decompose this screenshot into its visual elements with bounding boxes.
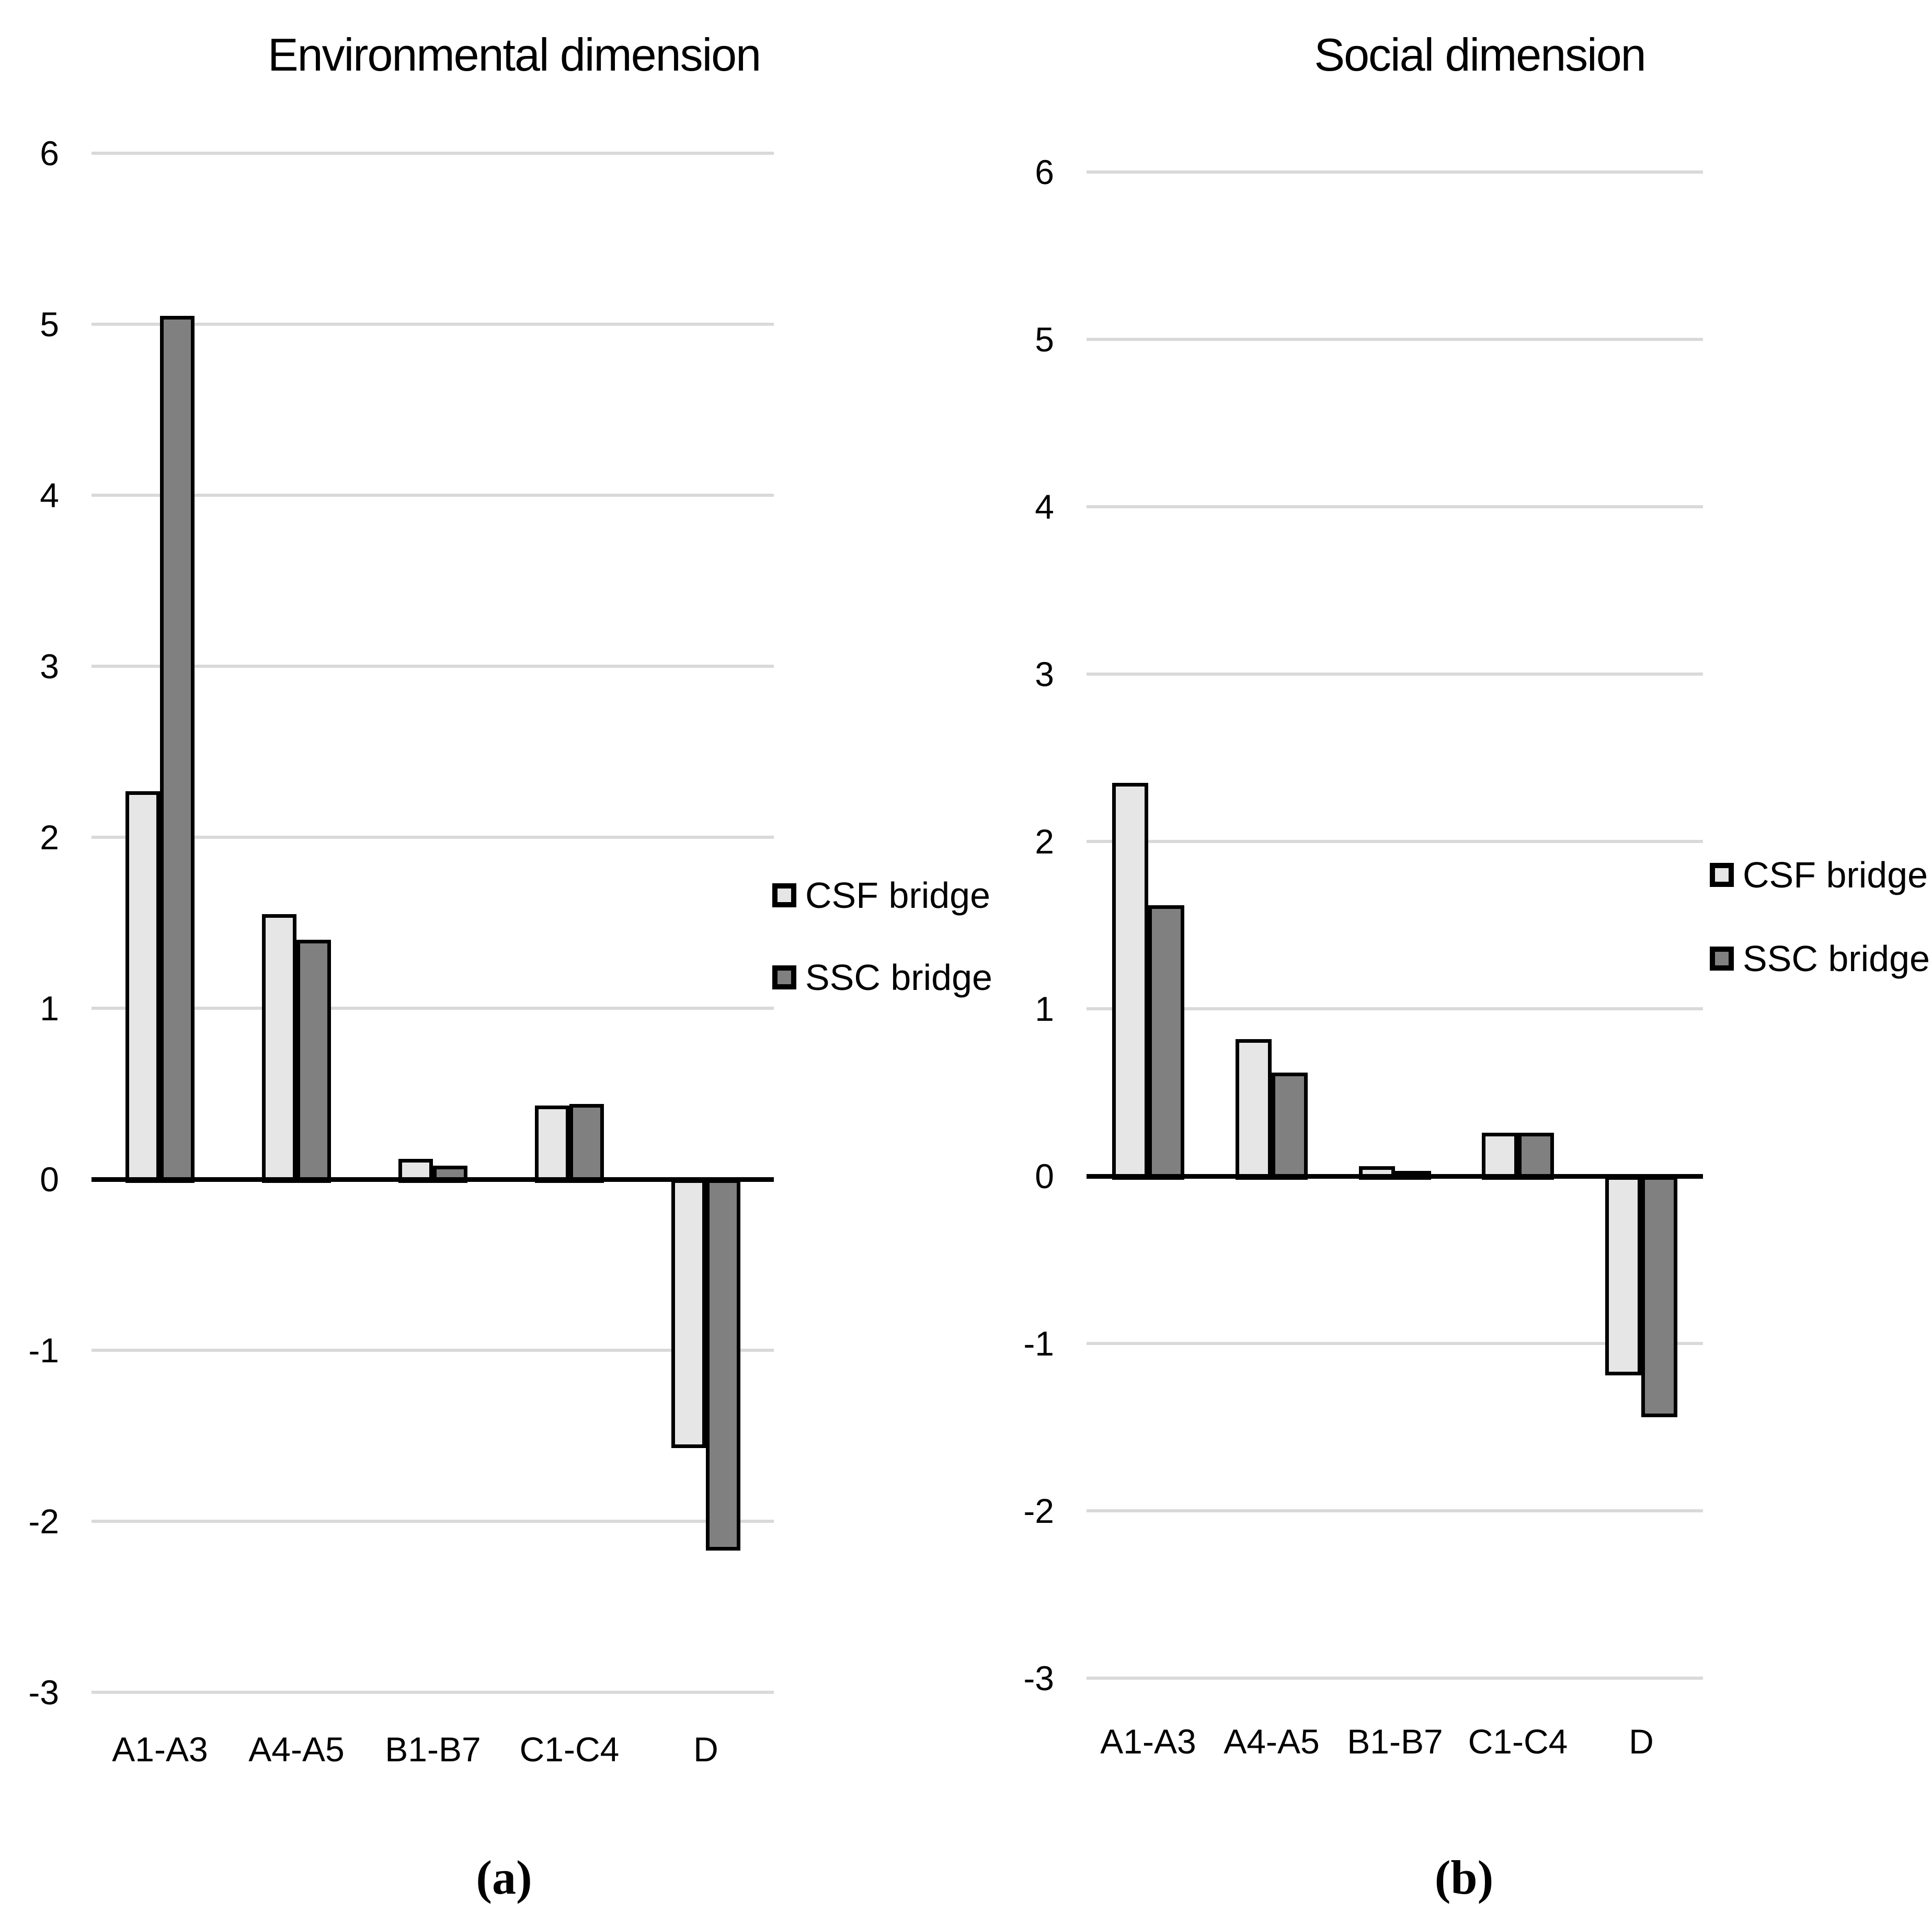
y-axis-tick-label: -2 — [28, 1502, 59, 1541]
gridline-y-2 — [92, 1520, 774, 1523]
gridline-y-3 — [1087, 1677, 1703, 1680]
bar-csf-d — [671, 1179, 706, 1448]
x-axis-tick-label: A4-A5 — [248, 1730, 345, 1769]
chart-a-caption: (a) — [476, 1851, 532, 1904]
y-axis-tick-label: 2 — [40, 818, 59, 857]
y-axis-tick-label: 1 — [40, 989, 59, 1028]
legend-swatch-ssc-icon — [772, 965, 796, 989]
y-axis-tick-label: -3 — [28, 1673, 59, 1712]
bar-csf-c1-c4 — [535, 1106, 569, 1183]
y-axis-tick-label: 6 — [1035, 153, 1054, 191]
y-axis-tick-label: -1 — [28, 1331, 59, 1370]
gridline-y3 — [92, 665, 774, 668]
y-axis-tick-label: 4 — [1035, 487, 1054, 526]
gridline-y2 — [1087, 840, 1703, 843]
gridline-y6 — [1087, 170, 1703, 174]
x-axis-tick-label: B1-B7 — [385, 1730, 481, 1769]
chart-b-title: Social dimension — [1314, 29, 1646, 81]
gridline-y1 — [92, 1007, 774, 1010]
x-axis-tick-label: D — [1629, 1722, 1654, 1761]
x-axis-tick-label: C1-C4 — [519, 1730, 620, 1769]
chart-b-caption: (b) — [1434, 1851, 1494, 1904]
y-axis-tick-label: 0 — [1035, 1157, 1054, 1195]
y-axis-tick-label: 2 — [1035, 822, 1054, 861]
x-axis-tick-label: A1-A3 — [1100, 1722, 1196, 1761]
x-axis-tick-label: A4-A5 — [1224, 1722, 1320, 1761]
bar-ssc-c1-c4 — [1518, 1133, 1554, 1180]
y-axis-tick-label: 5 — [1035, 320, 1054, 359]
legend-label-ssc: SSC bridge — [1743, 938, 1930, 979]
legend-label-ssc: SSC bridge — [805, 957, 992, 998]
x-axis-line — [92, 1177, 774, 1182]
gridline-y5 — [92, 323, 774, 326]
legend-swatch-csf-icon — [772, 883, 796, 907]
gridline-y4 — [92, 494, 774, 497]
bar-csf-a1-a3 — [125, 791, 160, 1183]
bar-ssc-a1-a3 — [160, 316, 195, 1183]
y-axis-tick-label: 3 — [1035, 655, 1054, 693]
bar-ssc-a4-a5 — [1272, 1073, 1308, 1180]
gridline-y5 — [1087, 338, 1703, 341]
y-axis-tick-label: 0 — [40, 1160, 59, 1199]
bar-ssc-a1-a3 — [1148, 905, 1184, 1180]
y-axis-tick-label: 3 — [40, 647, 59, 686]
bar-csf-c1-c4 — [1482, 1133, 1518, 1180]
gridline-y4 — [1087, 505, 1703, 508]
gridline-y-2 — [1087, 1509, 1703, 1512]
gridline-y-3 — [92, 1691, 774, 1694]
x-axis-line — [1087, 1174, 1703, 1179]
gridline-y-1 — [92, 1349, 774, 1352]
gridline-y2 — [92, 836, 774, 839]
bar-csf-a1-a3 — [1112, 783, 1148, 1180]
x-axis-tick-label: C1-C4 — [1468, 1722, 1568, 1761]
legend-label-csf: CSF bridge — [1743, 855, 1928, 895]
y-axis-tick-label: -2 — [1023, 1491, 1054, 1530]
bar-ssc-d — [1641, 1176, 1677, 1417]
y-axis-tick-label: 4 — [40, 476, 59, 515]
legend-swatch-csf-icon — [1710, 863, 1734, 887]
bar-ssc-c1-c4 — [569, 1104, 604, 1183]
legend-label-csf: CSF bridge — [805, 875, 991, 916]
y-axis-tick-label: -3 — [1023, 1659, 1054, 1698]
bar-csf-a4-a5 — [1236, 1039, 1272, 1180]
y-axis-tick-label: 1 — [1035, 989, 1054, 1028]
chart-a-title: Environmental dimension — [267, 29, 761, 81]
legend-swatch-ssc-icon — [1710, 947, 1734, 971]
x-axis-tick-label: B1-B7 — [1347, 1722, 1443, 1761]
gridline-y1 — [1087, 1007, 1703, 1010]
bar-csf-a4-a5 — [262, 914, 296, 1183]
y-axis-tick-label: 5 — [40, 305, 59, 344]
x-axis-tick-label: D — [693, 1730, 718, 1769]
gridline-y-1 — [1087, 1342, 1703, 1345]
y-axis-tick-label: 6 — [40, 134, 59, 173]
bar-ssc-a4-a5 — [296, 940, 331, 1183]
bar-csf-d — [1605, 1176, 1641, 1375]
gridline-y3 — [1087, 673, 1703, 676]
gridline-y6 — [92, 152, 774, 155]
bar-ssc-d — [706, 1179, 740, 1551]
x-axis-tick-label: A1-A3 — [112, 1730, 208, 1769]
y-axis-tick-label: -1 — [1023, 1324, 1054, 1363]
